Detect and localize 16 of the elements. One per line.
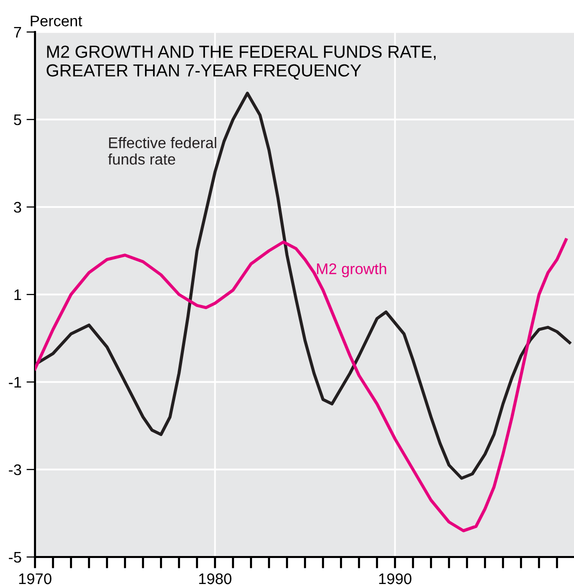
- x-tick-label: 1990: [379, 573, 412, 584]
- series-label: M2 growth: [317, 263, 386, 278]
- x-tick-label: 1980: [199, 573, 232, 584]
- y-tick-label: -5: [8, 552, 22, 563]
- text: M2 GROWTH AND THE FEDERAL FUNDS RATE, GREATER THAN 7-YEAR FREQUENCY: [46, 46, 436, 80]
- y-tick-label: 1: [14, 290, 22, 300]
- line-series: [35, 92, 572, 480]
- y-tick-label: 3: [14, 202, 22, 213]
- line-series: [35, 238, 568, 532]
- y-tick-label: -1: [8, 377, 22, 388]
- y-tick-label: 7: [14, 27, 22, 38]
- y-axis-title: Percent: [30, 16, 82, 26]
- x-tick-label: 1970: [19, 573, 52, 584]
- y-tick-label: 5: [14, 114, 22, 126]
- series-label: Effective federal funds rate: [108, 137, 216, 165]
- y-tick-label: -3: [8, 464, 22, 476]
